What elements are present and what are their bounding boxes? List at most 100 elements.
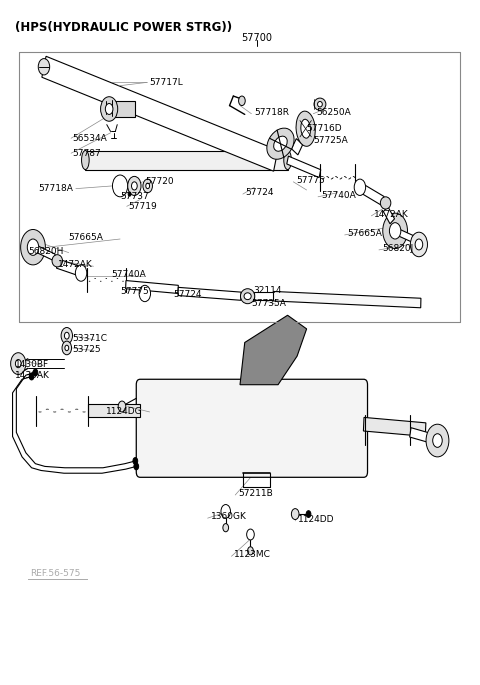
Polygon shape xyxy=(395,227,417,244)
Ellipse shape xyxy=(284,151,291,170)
Text: 1360GK: 1360GK xyxy=(211,512,246,521)
Text: 1472AK: 1472AK xyxy=(58,260,93,269)
Circle shape xyxy=(105,103,113,114)
Circle shape xyxy=(248,547,253,555)
Circle shape xyxy=(223,523,228,532)
Polygon shape xyxy=(42,56,278,171)
Text: 56250A: 56250A xyxy=(316,108,351,117)
Text: 56820H: 56820H xyxy=(29,247,64,256)
Circle shape xyxy=(410,232,428,257)
Text: 57719: 57719 xyxy=(129,202,157,211)
Circle shape xyxy=(143,179,153,192)
Text: REF.56-575: REF.56-575 xyxy=(30,569,80,579)
Ellipse shape xyxy=(318,101,322,107)
Circle shape xyxy=(15,360,21,368)
Circle shape xyxy=(133,458,138,464)
Polygon shape xyxy=(126,281,179,293)
Polygon shape xyxy=(107,101,135,117)
Text: 57735A: 57735A xyxy=(252,299,286,308)
Text: 57724: 57724 xyxy=(173,290,202,299)
Text: 57211B: 57211B xyxy=(238,489,273,498)
Text: 53725: 53725 xyxy=(72,345,101,354)
Polygon shape xyxy=(363,417,426,436)
Text: 57718A: 57718A xyxy=(38,184,73,193)
Circle shape xyxy=(11,353,26,375)
Circle shape xyxy=(132,182,137,190)
Text: 56534A: 56534A xyxy=(72,134,107,142)
Text: 1430BF: 1430BF xyxy=(15,360,49,369)
Circle shape xyxy=(291,509,299,519)
Ellipse shape xyxy=(314,98,326,110)
Circle shape xyxy=(134,463,139,470)
Polygon shape xyxy=(178,288,241,300)
Circle shape xyxy=(118,401,126,412)
Text: 57775: 57775 xyxy=(296,176,325,185)
Text: 1472AK: 1472AK xyxy=(374,210,409,219)
Ellipse shape xyxy=(274,136,287,151)
Polygon shape xyxy=(359,183,384,206)
Circle shape xyxy=(415,239,423,250)
Text: (HPS(HYDRAULIC POWER STRG)): (HPS(HYDRAULIC POWER STRG)) xyxy=(15,21,232,34)
Circle shape xyxy=(112,175,128,197)
Text: 57775: 57775 xyxy=(120,287,149,296)
Polygon shape xyxy=(287,156,321,177)
Circle shape xyxy=(239,96,245,105)
Circle shape xyxy=(64,332,69,339)
Text: 53371C: 53371C xyxy=(72,334,108,343)
Circle shape xyxy=(128,176,141,195)
Circle shape xyxy=(29,373,34,380)
Circle shape xyxy=(354,179,366,195)
Polygon shape xyxy=(32,244,55,260)
Text: 57725A: 57725A xyxy=(314,136,348,145)
Text: 1430AK: 1430AK xyxy=(15,371,50,379)
Circle shape xyxy=(139,286,151,301)
Circle shape xyxy=(38,59,49,75)
Ellipse shape xyxy=(380,197,391,209)
Polygon shape xyxy=(291,138,303,155)
Ellipse shape xyxy=(82,151,89,170)
Text: 1124DD: 1124DD xyxy=(298,515,335,524)
Text: 32114: 32114 xyxy=(253,286,282,295)
Text: 57665A: 57665A xyxy=(348,229,383,238)
FancyBboxPatch shape xyxy=(136,379,368,477)
Text: 57665A: 57665A xyxy=(69,233,104,242)
Text: 57717L: 57717L xyxy=(150,78,183,87)
Circle shape xyxy=(247,529,254,540)
Polygon shape xyxy=(240,315,307,385)
Text: 57716D: 57716D xyxy=(307,123,342,132)
Polygon shape xyxy=(88,403,140,417)
Ellipse shape xyxy=(240,288,255,303)
Text: 57737: 57737 xyxy=(120,192,149,201)
Circle shape xyxy=(33,369,38,376)
Ellipse shape xyxy=(267,128,294,160)
Polygon shape xyxy=(57,259,80,275)
Ellipse shape xyxy=(296,111,315,147)
Text: 57718R: 57718R xyxy=(254,108,289,117)
Circle shape xyxy=(65,345,69,351)
Text: 57700: 57700 xyxy=(241,33,272,42)
Text: 1124DG: 1124DG xyxy=(106,408,143,416)
Text: 57724: 57724 xyxy=(246,188,274,197)
Ellipse shape xyxy=(52,255,62,267)
Circle shape xyxy=(383,213,408,249)
Ellipse shape xyxy=(244,292,251,299)
Circle shape xyxy=(21,229,46,265)
Text: 57740A: 57740A xyxy=(111,270,146,279)
Polygon shape xyxy=(384,207,395,224)
Polygon shape xyxy=(273,291,421,308)
Polygon shape xyxy=(254,292,273,300)
Circle shape xyxy=(75,265,87,282)
Circle shape xyxy=(27,239,39,256)
Circle shape xyxy=(426,424,449,457)
Circle shape xyxy=(432,434,442,447)
Circle shape xyxy=(389,223,401,239)
Polygon shape xyxy=(410,427,435,444)
Circle shape xyxy=(146,183,150,188)
Text: 1123MC: 1123MC xyxy=(234,551,271,560)
Text: 56820J: 56820J xyxy=(382,244,413,253)
Circle shape xyxy=(128,192,131,196)
Text: 57740A: 57740A xyxy=(321,191,356,200)
Ellipse shape xyxy=(301,119,311,138)
Text: 57720: 57720 xyxy=(145,177,173,186)
Text: 57787: 57787 xyxy=(72,149,101,158)
